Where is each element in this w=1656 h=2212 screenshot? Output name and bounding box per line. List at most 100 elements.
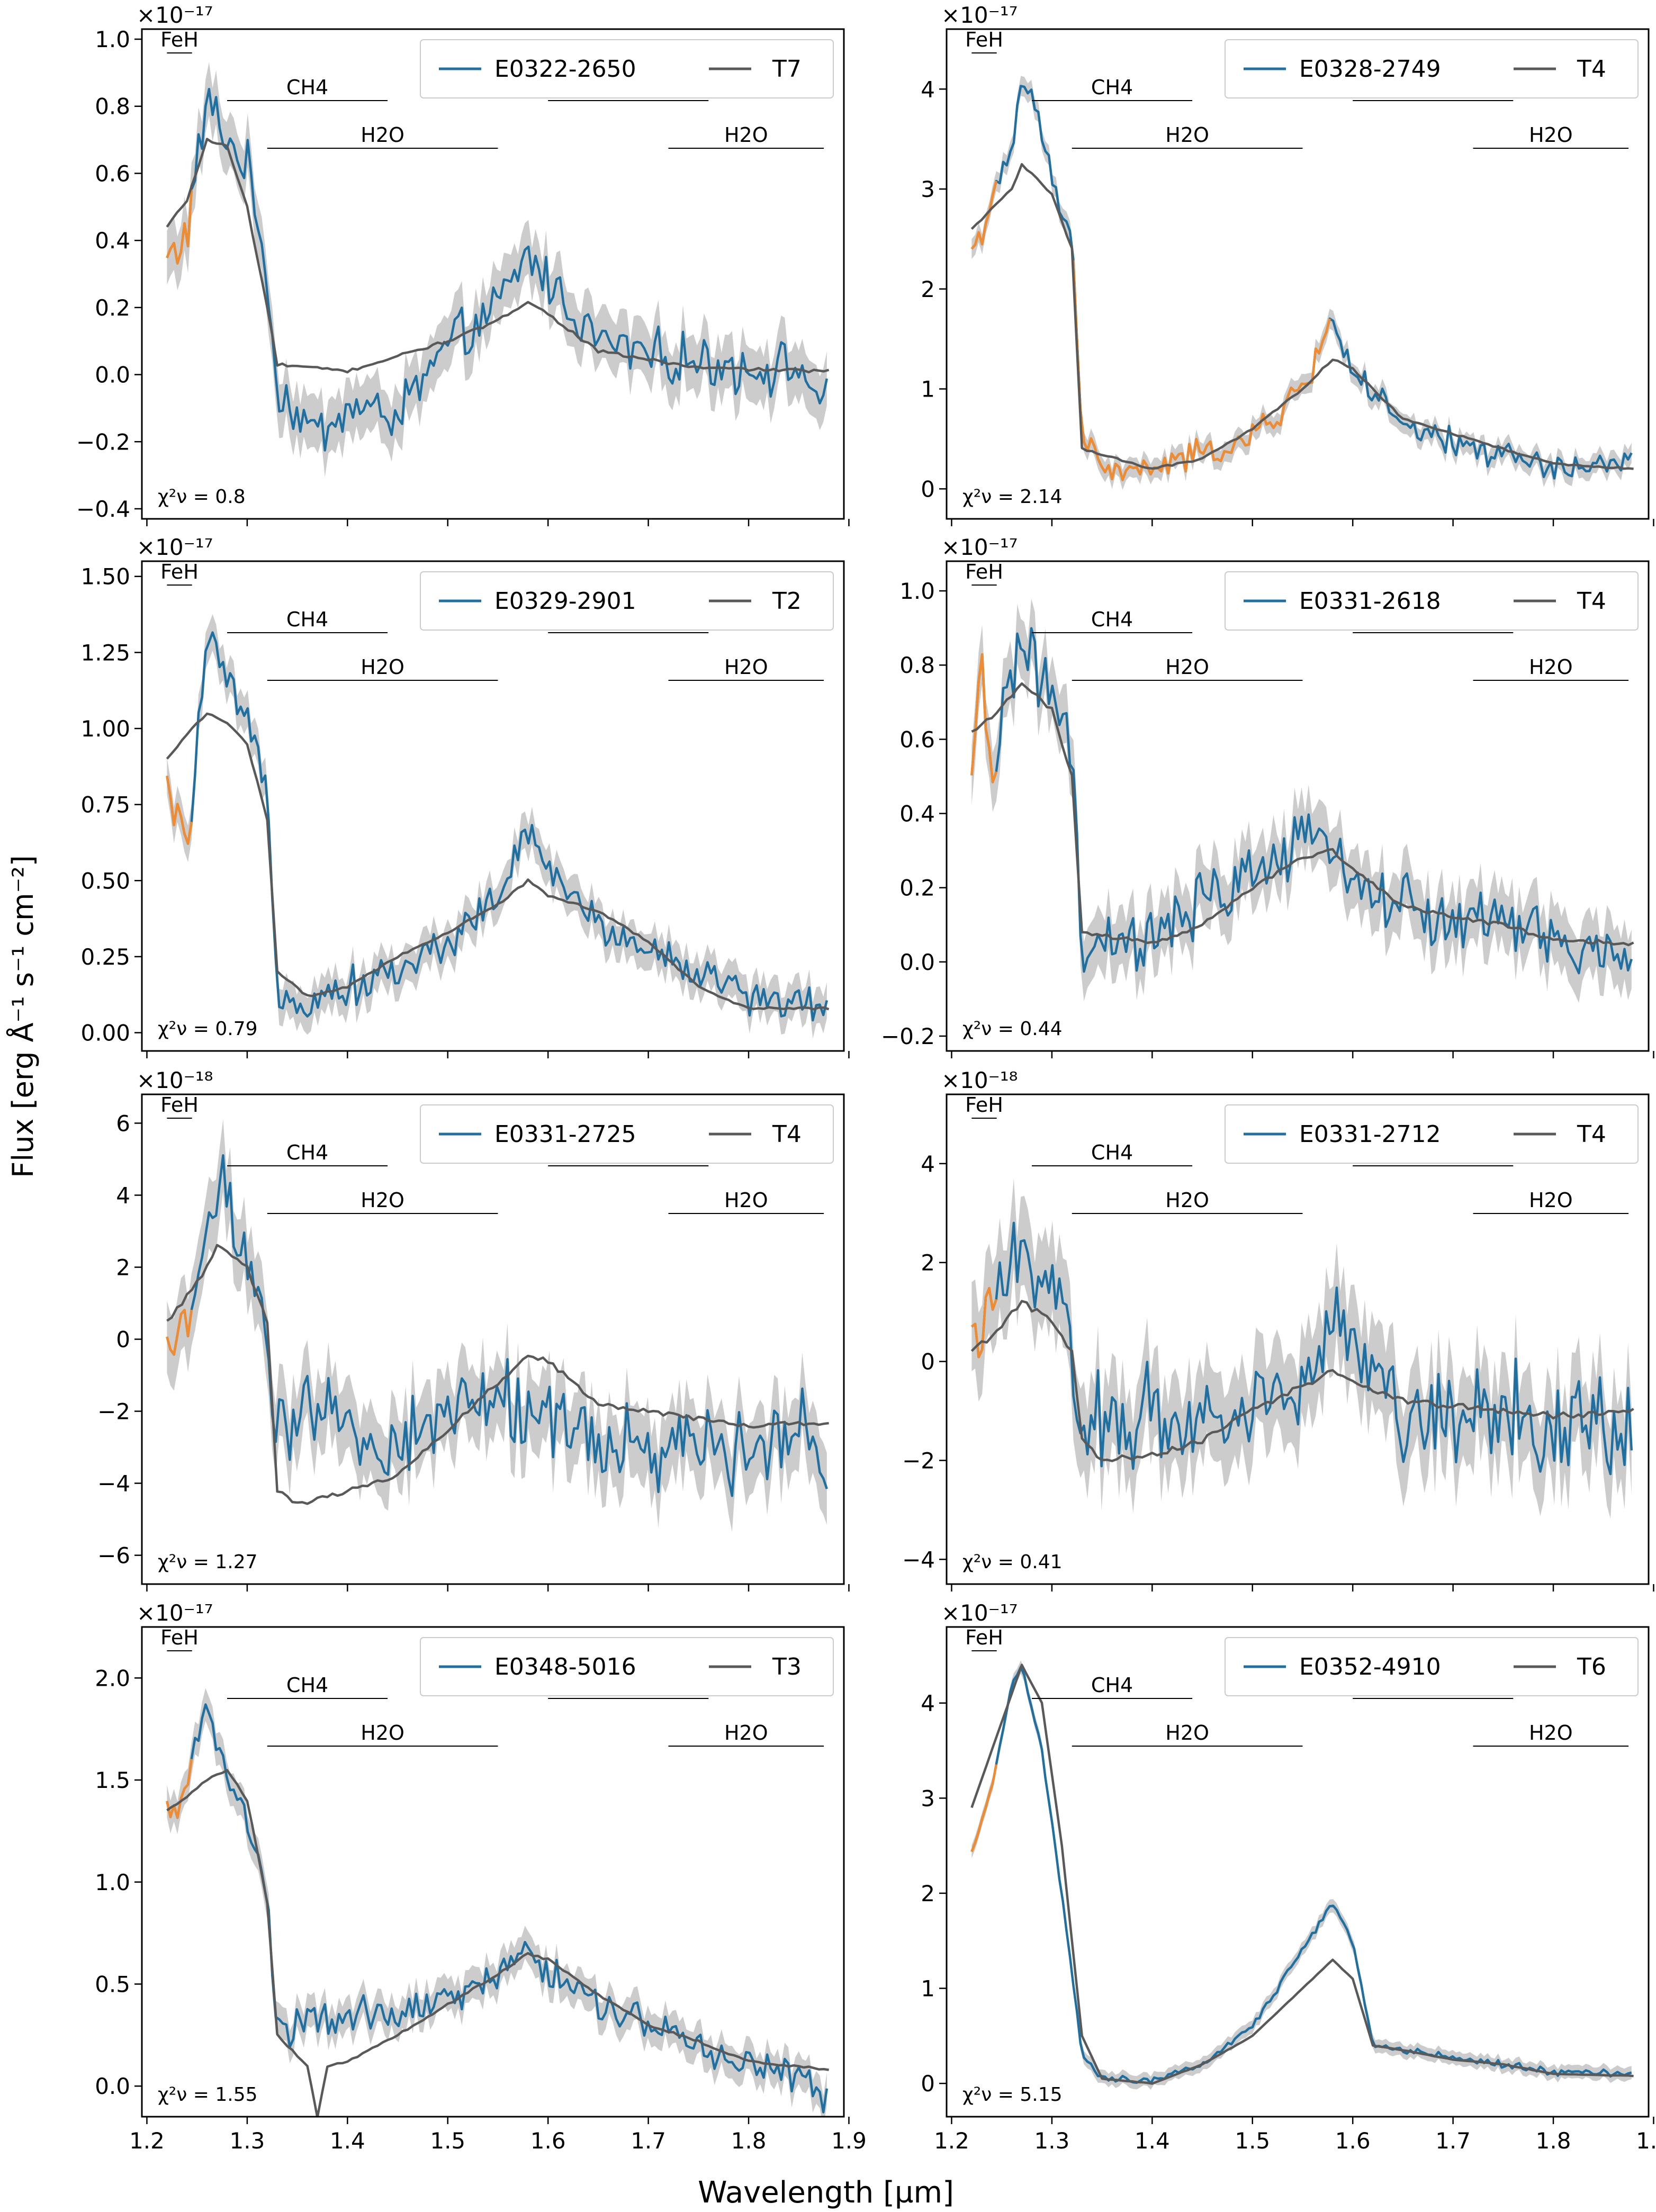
feature-label-H2O: H2O bbox=[1529, 123, 1573, 147]
masked-segment bbox=[166, 776, 193, 845]
legend-box bbox=[1225, 39, 1639, 98]
plot-area bbox=[166, 1119, 829, 1532]
y-tick-label: 0.0 bbox=[95, 2073, 130, 2099]
chi2-annotation: χ²ν = 1.55 bbox=[158, 2084, 258, 2106]
axes-frame bbox=[141, 1093, 845, 1585]
legend-template-label: T3 bbox=[772, 1653, 802, 1680]
masked-segment bbox=[970, 181, 1331, 481]
plot-area bbox=[970, 76, 1634, 490]
chi2-annotation: χ²ν = 0.79 bbox=[158, 1018, 258, 1040]
x-tick-label: 1.4 bbox=[330, 2128, 365, 2154]
y-tick-label: 0.4 bbox=[95, 228, 130, 254]
x-tick-label: 1.3 bbox=[230, 2128, 265, 2154]
axes-frame bbox=[946, 28, 1650, 520]
legend-object-label: E0348-5016 bbox=[494, 1653, 636, 1680]
y-tick-label: −2 bbox=[97, 1399, 130, 1425]
y-tick-label: 3 bbox=[921, 1785, 935, 1811]
offset-label: ×10⁻¹⁷ bbox=[137, 2, 213, 28]
y-tick-label: 1 bbox=[921, 376, 935, 402]
axes-frame bbox=[946, 1626, 1650, 2118]
feature-label-H2O: H2O bbox=[361, 1721, 404, 1745]
axes-frame bbox=[141, 1626, 845, 2118]
model-T4 bbox=[970, 1300, 1634, 1462]
feature-label-CH4: CH4 bbox=[286, 1674, 328, 1697]
x-tick-label: 1.7 bbox=[1435, 2128, 1471, 2154]
uncertainty-band bbox=[167, 1119, 827, 1532]
y-tick-label: 1 bbox=[921, 1976, 935, 2002]
offset-label: ×10⁻¹⁷ bbox=[941, 1600, 1018, 1626]
panel-E0348-5016: FeHCH4CH4H2OH2O0.00.51.01.52.01.21.31.41… bbox=[95, 1600, 867, 2154]
feature-label-H2O: H2O bbox=[361, 655, 404, 679]
offset-label: ×10⁻¹⁷ bbox=[941, 2, 1018, 28]
legend-object-label: E0322-2650 bbox=[494, 56, 636, 83]
plot-area bbox=[970, 1660, 1634, 2090]
y-tick-label: 1.0 bbox=[95, 26, 130, 52]
y-tick-label: 4 bbox=[921, 76, 935, 102]
y-tick-label: 0 bbox=[921, 476, 935, 502]
feature-label-FeH: FeH bbox=[160, 560, 199, 583]
x-tick-label: 1.3 bbox=[1034, 2128, 1070, 2154]
masked-segment bbox=[166, 1309, 193, 1356]
y-tick-label: 1.0 bbox=[899, 578, 935, 604]
legend-box bbox=[1225, 1637, 1639, 1696]
offset-label: ×10⁻¹⁷ bbox=[137, 1600, 213, 1626]
y-axis-label: Flux [erg Å⁻¹ s⁻¹ cm⁻²] bbox=[6, 855, 40, 1178]
y-tick-label: 0.0 bbox=[95, 362, 130, 388]
y-tick-label: 1.0 bbox=[95, 1869, 130, 1895]
feature-label-H2O: H2O bbox=[361, 1189, 404, 1212]
feature-label-H2O: H2O bbox=[724, 655, 768, 679]
y-tick-label: 4 bbox=[921, 1151, 935, 1177]
y-tick-label: 6 bbox=[116, 1110, 130, 1136]
masked-segment bbox=[166, 189, 193, 265]
y-tick-label: 0.0 bbox=[899, 949, 935, 975]
plot-area bbox=[166, 62, 830, 478]
feature-label-FeH: FeH bbox=[965, 1626, 1003, 1649]
y-tick-label: 1.50 bbox=[80, 564, 130, 590]
y-tick-label: 3 bbox=[921, 176, 935, 202]
y-tick-label: 1.25 bbox=[80, 640, 130, 666]
x-tick-label: 1.4 bbox=[1135, 2128, 1170, 2154]
feature-label-H2O: H2O bbox=[1165, 1721, 1209, 1745]
legend-object-label: E0352-4910 bbox=[1299, 1653, 1441, 1680]
chi2-annotation: χ²ν = 0.44 bbox=[962, 1018, 1063, 1040]
x-tick-label: 1.8 bbox=[731, 2128, 767, 2154]
feature-label-H2O: H2O bbox=[1529, 1189, 1573, 1212]
y-tick-label: 0.00 bbox=[80, 1020, 130, 1046]
feature-label-CH4: CH4 bbox=[1091, 76, 1133, 99]
y-tick-label: 2.0 bbox=[95, 1665, 130, 1691]
feature-label-FeH: FeH bbox=[965, 28, 1003, 51]
model-T4 bbox=[970, 163, 1634, 470]
y-tick-label: 2 bbox=[921, 276, 935, 302]
series-E0331-2618 bbox=[970, 627, 1633, 975]
legend-object-label: E0329-2901 bbox=[494, 588, 636, 615]
y-tick-label: 0 bbox=[116, 1327, 130, 1353]
x-tick-label: 1.8 bbox=[1536, 2128, 1571, 2154]
legend-object-label: E0328-2749 bbox=[1299, 56, 1441, 83]
x-tick-label: 1.6 bbox=[1335, 2128, 1371, 2154]
y-tick-label: 0.75 bbox=[80, 792, 130, 818]
y-tick-label: −2 bbox=[902, 1447, 935, 1473]
legend-object-label: E0331-2712 bbox=[1299, 1121, 1441, 1148]
x-tick-label: 1.2 bbox=[934, 2128, 969, 2154]
legend-template-label: T6 bbox=[1577, 1653, 1606, 1680]
feature-label-CH4: CH4 bbox=[286, 1141, 328, 1164]
feature-label-FeH: FeH bbox=[965, 1093, 1003, 1117]
offset-label: ×10⁻¹⁸ bbox=[137, 1067, 213, 1093]
legend-template-label: T4 bbox=[1577, 56, 1606, 83]
x-tick-label: 1.6 bbox=[530, 2128, 566, 2154]
offset-label: ×10⁻¹⁷ bbox=[941, 534, 1018, 560]
plot-area bbox=[166, 1688, 829, 2117]
model-T6 bbox=[970, 1664, 1634, 2085]
x-axis-label: Wavelength [µm] bbox=[698, 2175, 954, 2210]
plot-area bbox=[970, 598, 1634, 1003]
x-tick-label: 1.9 bbox=[1636, 2128, 1656, 2154]
chi2-annotation: χ²ν = 1.27 bbox=[158, 1551, 258, 1573]
legend-box bbox=[1225, 571, 1639, 631]
chi2-annotation: χ²ν = 0.41 bbox=[962, 1551, 1063, 1573]
legend-box bbox=[420, 1637, 834, 1696]
x-tick-label: 1.5 bbox=[430, 2128, 465, 2154]
y-tick-label: 0.5 bbox=[95, 1971, 130, 1997]
uncertainty-band bbox=[167, 614, 827, 1039]
feature-label-FeH: FeH bbox=[965, 560, 1003, 583]
